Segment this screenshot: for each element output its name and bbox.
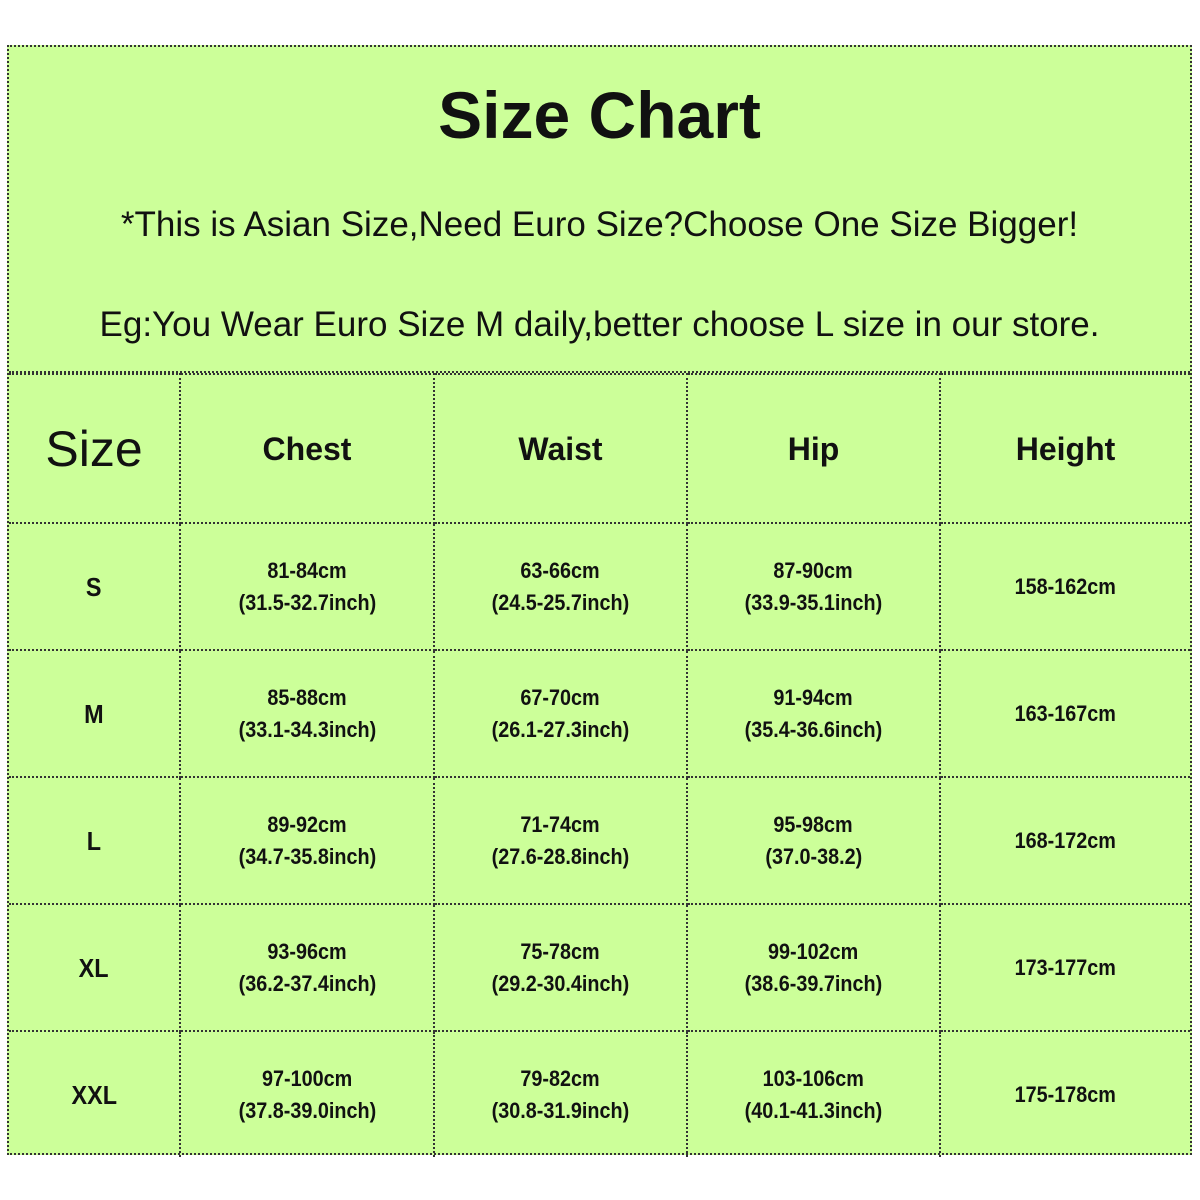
table-header-row: Size Chest Waist Hip Height xyxy=(9,373,1190,524)
waist-cell-value: (29.2-30.4inch) xyxy=(491,970,630,996)
height-cell-value: 175-178cm xyxy=(1014,1081,1117,1107)
header-size: Size xyxy=(9,373,181,524)
hip-cell-value: (37.0-38.2) xyxy=(765,843,862,869)
waist-cell: 75-78cm (29.2-30.4inch) xyxy=(433,903,688,1032)
size-cell-value: M xyxy=(84,698,104,729)
size-cell-value: XXL xyxy=(71,1079,117,1110)
chest-cell-value: (37.8-39.0inch) xyxy=(238,1097,376,1123)
hip-cell-value: (38.6-39.7inch) xyxy=(744,970,883,996)
table-row: L 89-92cm (34.7-35.8inch) 71-74cm (27.6-28.8… xyxy=(9,776,1190,905)
height-cell: 175-178cm xyxy=(939,1030,1190,1157)
header-hip: Hip xyxy=(686,373,941,524)
waist-cell-value: 63-66cm xyxy=(520,557,601,583)
chest-cell-value: 93-96cm xyxy=(267,938,347,964)
chest-cell-value: 85-88cm xyxy=(267,684,347,710)
size-chart: Size Chart *This is Asian Size,Need Euro… xyxy=(7,45,1192,1157)
chest-cell: 89-92cm (34.7-35.8inch) xyxy=(179,776,435,905)
hip-cell: 99-102cm (38.6-39.7inch) xyxy=(686,903,941,1032)
chest-cell-value: (31.5-32.7inch) xyxy=(238,589,376,615)
waist-cell-value: (24.5-25.7inch) xyxy=(491,589,630,615)
hip-cell: 91-94cm (35.4-36.6inch) xyxy=(686,649,941,778)
header-height: Height xyxy=(939,373,1190,524)
waist-cell-value: 67-70cm xyxy=(520,684,601,710)
header-chest: Chest xyxy=(179,373,435,524)
hip-cell-value: 99-102cm xyxy=(768,938,859,964)
size-cell: S xyxy=(9,522,181,651)
height-cell: 168-172cm xyxy=(939,776,1190,905)
height-cell: 163-167cm xyxy=(939,649,1190,778)
chest-cell: 81-84cm (31.5-32.7inch) xyxy=(179,522,435,651)
waist-cell: 67-70cm (26.1-27.3inch) xyxy=(433,649,688,778)
hip-cell-value: (40.1-41.3inch) xyxy=(744,1097,883,1123)
chest-cell: 93-96cm (36.2-37.4inch) xyxy=(179,903,435,1032)
size-table: Size Chest Waist Hip Height S 81-84cm (31.… xyxy=(9,373,1190,1157)
hip-cell-value: 103-106cm xyxy=(762,1065,865,1091)
chest-cell-value: (36.2-37.4inch) xyxy=(238,970,376,996)
waist-cell: 71-74cm (27.6-28.8inch) xyxy=(433,776,688,905)
hip-cell-value: 87-90cm xyxy=(773,557,854,583)
chest-cell-value: 97-100cm xyxy=(261,1065,353,1091)
size-cell: L xyxy=(9,776,181,905)
hip-cell: 103-106cm (40.1-41.3inch) xyxy=(686,1030,941,1157)
height-cell: 158-162cm xyxy=(939,522,1190,651)
hip-cell-value: 95-98cm xyxy=(773,811,854,837)
size-cell-value: L xyxy=(86,825,102,856)
waist-cell: 63-66cm (24.5-25.7inch) xyxy=(433,522,688,651)
table-row: XXL 97-100cm (37.8-39.0inch) 79-82cm (30.8-3… xyxy=(9,1030,1190,1157)
waist-cell-value: 75-78cm xyxy=(520,938,601,964)
chest-cell-value: 89-92cm xyxy=(267,811,347,837)
chart-header: Size Chart *This is Asian Size,Need Euro… xyxy=(9,47,1190,373)
waist-cell-value: (27.6-28.8inch) xyxy=(491,843,630,869)
size-cell: XXL xyxy=(9,1030,181,1157)
page-title: Size Chart xyxy=(438,78,761,152)
hip-cell-value: (35.4-36.6inch) xyxy=(744,716,883,742)
waist-cell-value: 79-82cm xyxy=(520,1065,601,1091)
table-row: XL 93-96cm (36.2-37.4inch) 75-78cm (29.2-30.… xyxy=(9,903,1190,1032)
waist-cell-value: 71-74cm xyxy=(520,811,601,837)
size-example: Eg:You Wear Euro Size M daily,better cho… xyxy=(99,305,1100,344)
size-cell-value: S xyxy=(86,571,102,602)
table-row: M 85-88cm (33.1-34.3inch) 67-70cm (26.1-27.3… xyxy=(9,649,1190,778)
hip-cell: 87-90cm (33.9-35.1inch) xyxy=(686,522,941,651)
hip-cell-value: (33.9-35.1inch) xyxy=(744,589,883,615)
height-cell-value: 168-172cm xyxy=(1014,827,1117,853)
chest-cell-value: 81-84cm xyxy=(267,557,347,583)
size-cell: M xyxy=(9,649,181,778)
hip-cell-value: 91-94cm xyxy=(773,684,854,710)
chest-cell: 85-88cm (33.1-34.3inch) xyxy=(179,649,435,778)
waist-cell: 79-82cm (30.8-31.9inch) xyxy=(433,1030,688,1157)
size-cell: XL xyxy=(9,903,181,1032)
size-note: *This is Asian Size,Need Euro Size?Choos… xyxy=(120,205,1079,244)
height-cell-value: 158-162cm xyxy=(1014,573,1117,599)
height-cell-value: 163-167cm xyxy=(1014,700,1117,726)
chest-cell: 97-100cm (37.8-39.0inch) xyxy=(179,1030,435,1157)
table-row: S 81-84cm (31.5-32.7inch) 63-66cm (24.5-25.7… xyxy=(9,522,1190,651)
hip-cell: 95-98cm (37.0-38.2) xyxy=(686,776,941,905)
header-waist: Waist xyxy=(433,373,688,524)
waist-cell-value: (30.8-31.9inch) xyxy=(491,1097,630,1123)
height-cell-value: 173-177cm xyxy=(1014,954,1117,980)
chest-cell-value: (33.1-34.3inch) xyxy=(238,716,376,742)
size-cell-value: XL xyxy=(79,952,109,983)
waist-cell-value: (26.1-27.3inch) xyxy=(491,716,630,742)
height-cell: 173-177cm xyxy=(939,903,1190,1032)
chest-cell-value: (34.7-35.8inch) xyxy=(238,843,376,869)
